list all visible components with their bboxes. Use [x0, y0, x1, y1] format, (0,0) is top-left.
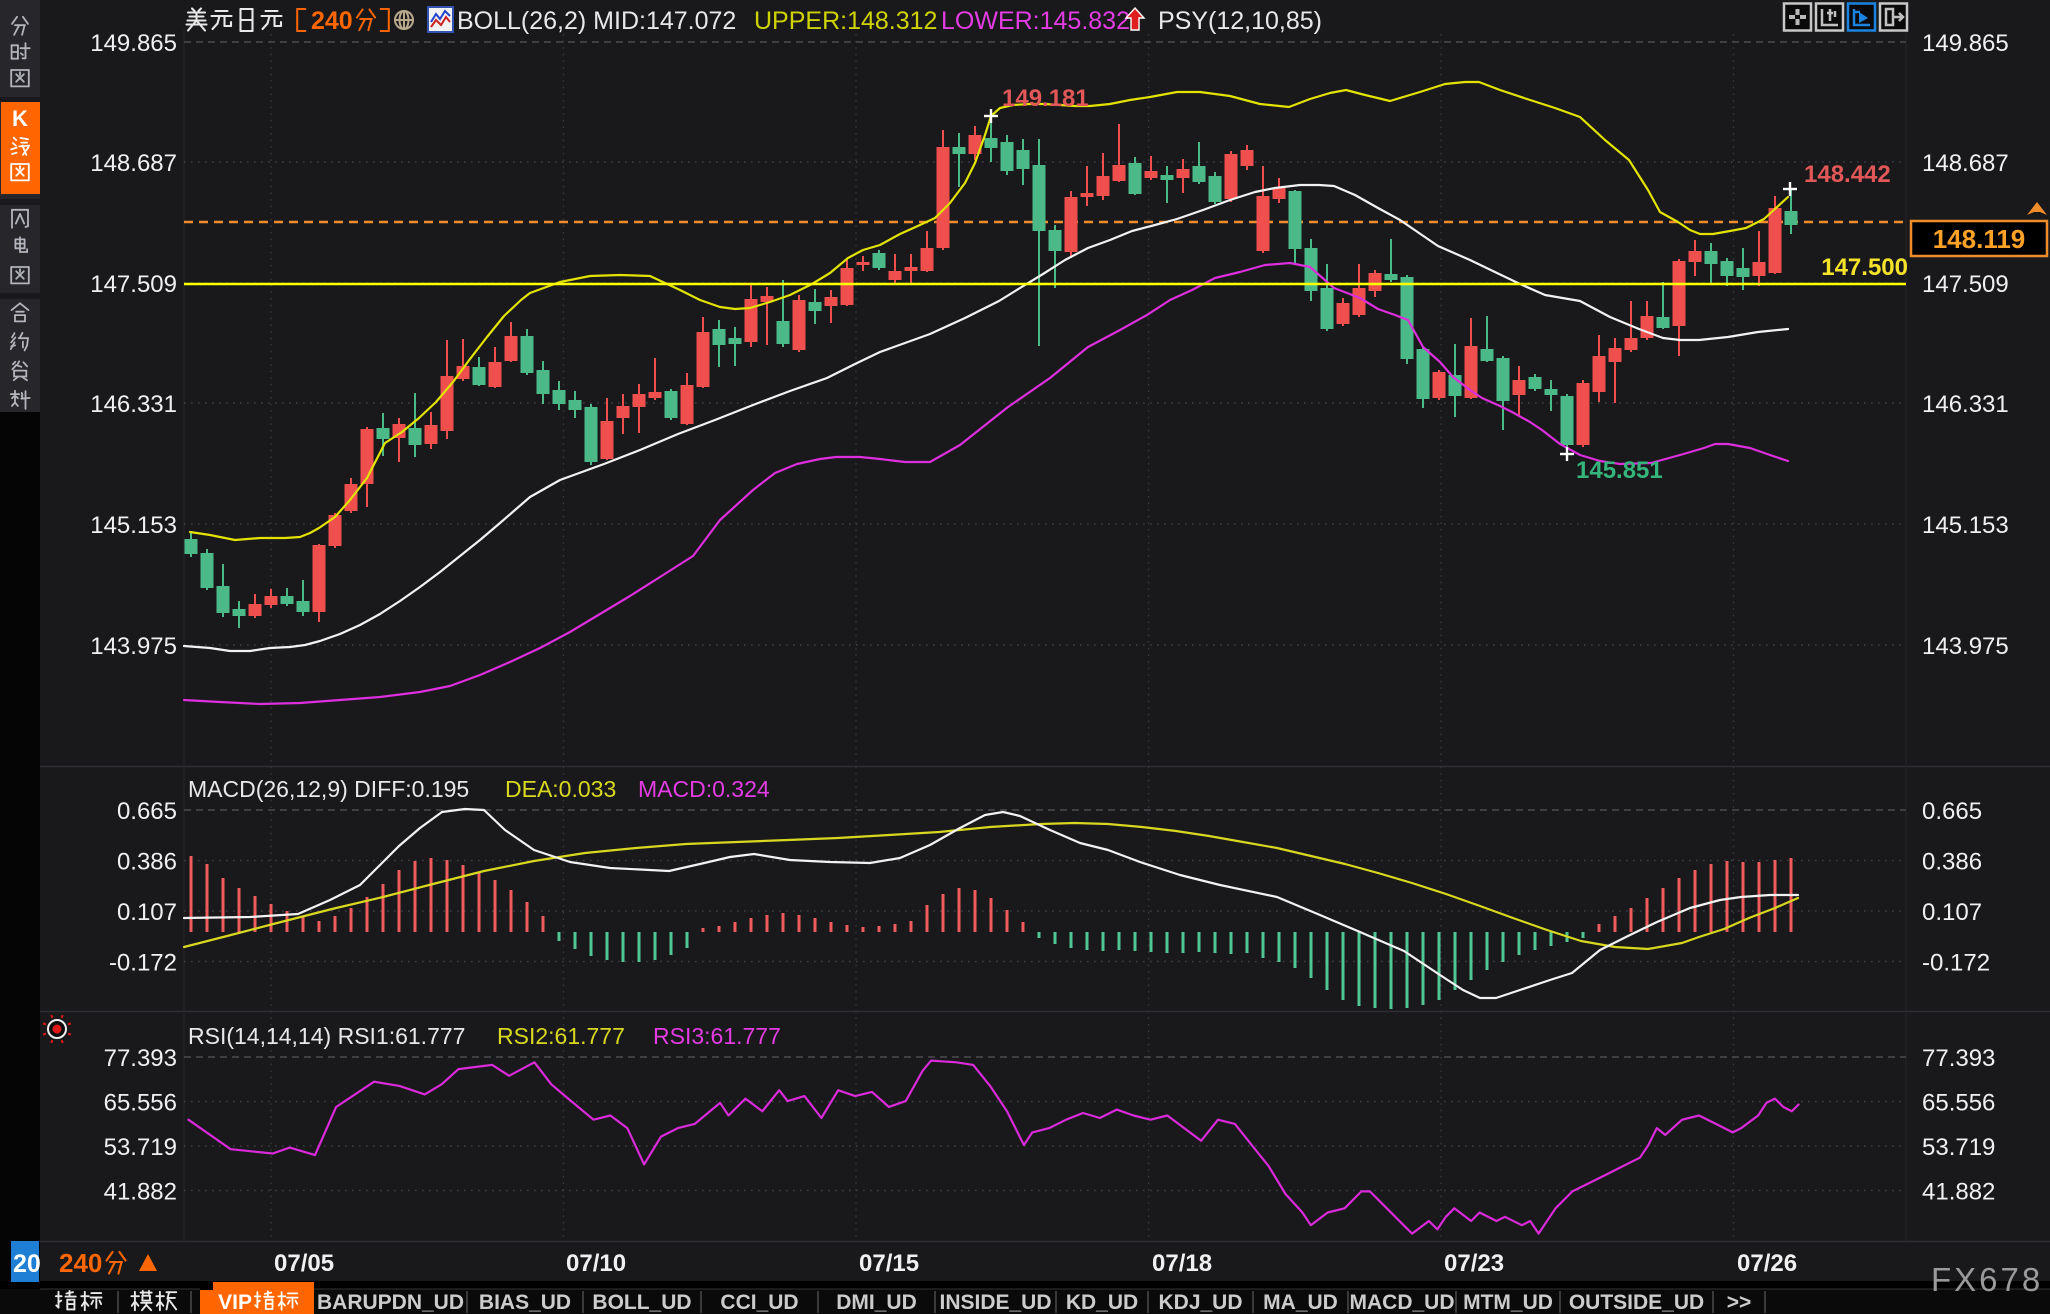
svg-text:BARUPDN_UD: BARUPDN_UD	[317, 1291, 464, 1314]
svg-text:53.719: 53.719	[1922, 1134, 1995, 1161]
svg-text:K: K	[12, 106, 28, 131]
svg-text:146.331: 146.331	[1922, 391, 2009, 418]
svg-text:PSY(12,10,85): PSY(12,10,85)	[1158, 7, 1322, 35]
svg-text:149.865: 149.865	[90, 30, 177, 57]
svg-text:143.975: 143.975	[90, 633, 177, 660]
svg-text:-0.172: -0.172	[109, 950, 177, 977]
svg-text:MACD:0.324: MACD:0.324	[638, 776, 770, 802]
svg-text:DEA:0.033: DEA:0.033	[505, 776, 616, 802]
svg-text:>>: >>	[1727, 1291, 1752, 1314]
svg-text:240: 240	[59, 1248, 102, 1278]
svg-text:145.153: 145.153	[90, 512, 177, 539]
svg-text:147.509: 147.509	[90, 271, 177, 298]
svg-text:0.107: 0.107	[1922, 899, 1982, 926]
svg-text:07/10: 07/10	[566, 1250, 626, 1277]
svg-text:DMI_UD: DMI_UD	[836, 1291, 917, 1314]
svg-text:CCI_UD: CCI_UD	[720, 1291, 798, 1314]
svg-text:147.509: 147.509	[1922, 271, 2009, 298]
svg-text:KD_UD: KD_UD	[1066, 1291, 1138, 1314]
svg-text:41.882: 41.882	[1922, 1179, 1995, 1206]
svg-text:KDJ_UD: KDJ_UD	[1158, 1291, 1242, 1314]
svg-text:MTM_UD: MTM_UD	[1463, 1291, 1553, 1314]
svg-text:OUTSIDE_UD: OUTSIDE_UD	[1569, 1291, 1704, 1314]
svg-text:145.851: 145.851	[1576, 457, 1663, 484]
svg-text:65.556: 65.556	[1922, 1090, 1995, 1117]
svg-text:RSI3:61.777: RSI3:61.777	[653, 1023, 781, 1049]
svg-text:0.665: 0.665	[117, 798, 177, 825]
svg-text:BOLL_UD: BOLL_UD	[592, 1291, 691, 1314]
svg-text:145.153: 145.153	[1922, 512, 2009, 539]
svg-text:77.393: 77.393	[104, 1045, 177, 1072]
svg-text:240: 240	[311, 7, 353, 35]
svg-text:07/18: 07/18	[1152, 1250, 1212, 1277]
svg-text:0.107: 0.107	[117, 899, 177, 926]
svg-text:20: 20	[13, 1250, 41, 1278]
svg-text:VIP: VIP	[218, 1291, 252, 1314]
svg-text:UPPER:148.312: UPPER:148.312	[754, 7, 937, 35]
svg-text:146.331: 146.331	[90, 391, 177, 418]
svg-text:07/26: 07/26	[1737, 1250, 1797, 1277]
svg-text:07/23: 07/23	[1444, 1250, 1504, 1277]
svg-text:65.556: 65.556	[104, 1090, 177, 1117]
svg-text:0.665: 0.665	[1922, 798, 1982, 825]
svg-text:MACD(26,12,9) DIFF:0.195: MACD(26,12,9) DIFF:0.195	[188, 776, 469, 802]
svg-text:148.119: 148.119	[1933, 224, 2026, 254]
svg-text:BIAS_UD: BIAS_UD	[479, 1291, 571, 1314]
svg-text:07/05: 07/05	[274, 1250, 334, 1277]
svg-text:07/15: 07/15	[859, 1250, 919, 1277]
svg-text:0.386: 0.386	[117, 849, 177, 876]
svg-text:MA_UD: MA_UD	[1263, 1291, 1338, 1314]
svg-text:0.386: 0.386	[1922, 849, 1982, 876]
svg-text:FX678: FX678	[1931, 1261, 2043, 1298]
svg-text:147.500: 147.500	[1821, 254, 1908, 281]
svg-text:RSI2:61.777: RSI2:61.777	[497, 1023, 625, 1049]
svg-text:BOLL(26,2) MID:147.072: BOLL(26,2) MID:147.072	[457, 7, 736, 35]
svg-text:INSIDE_UD: INSIDE_UD	[939, 1291, 1051, 1314]
svg-text:149.181: 149.181	[1002, 85, 1089, 112]
svg-text:41.882: 41.882	[104, 1179, 177, 1206]
svg-text:148.442: 148.442	[1804, 161, 1891, 188]
svg-text:RSI(14,14,14) RSI1:61.777: RSI(14,14,14) RSI1:61.777	[188, 1023, 465, 1049]
svg-text:77.393: 77.393	[1922, 1045, 1995, 1072]
svg-text:149.865: 149.865	[1922, 30, 2009, 57]
svg-text:148.687: 148.687	[90, 150, 177, 177]
svg-text:MACD_UD: MACD_UD	[1350, 1291, 1455, 1314]
svg-text:LOWER:145.832: LOWER:145.832	[941, 7, 1130, 35]
svg-text:-0.172: -0.172	[1922, 950, 1990, 977]
svg-text:143.975: 143.975	[1922, 633, 2009, 660]
svg-text:53.719: 53.719	[104, 1134, 177, 1161]
svg-text:148.687: 148.687	[1922, 150, 2009, 177]
